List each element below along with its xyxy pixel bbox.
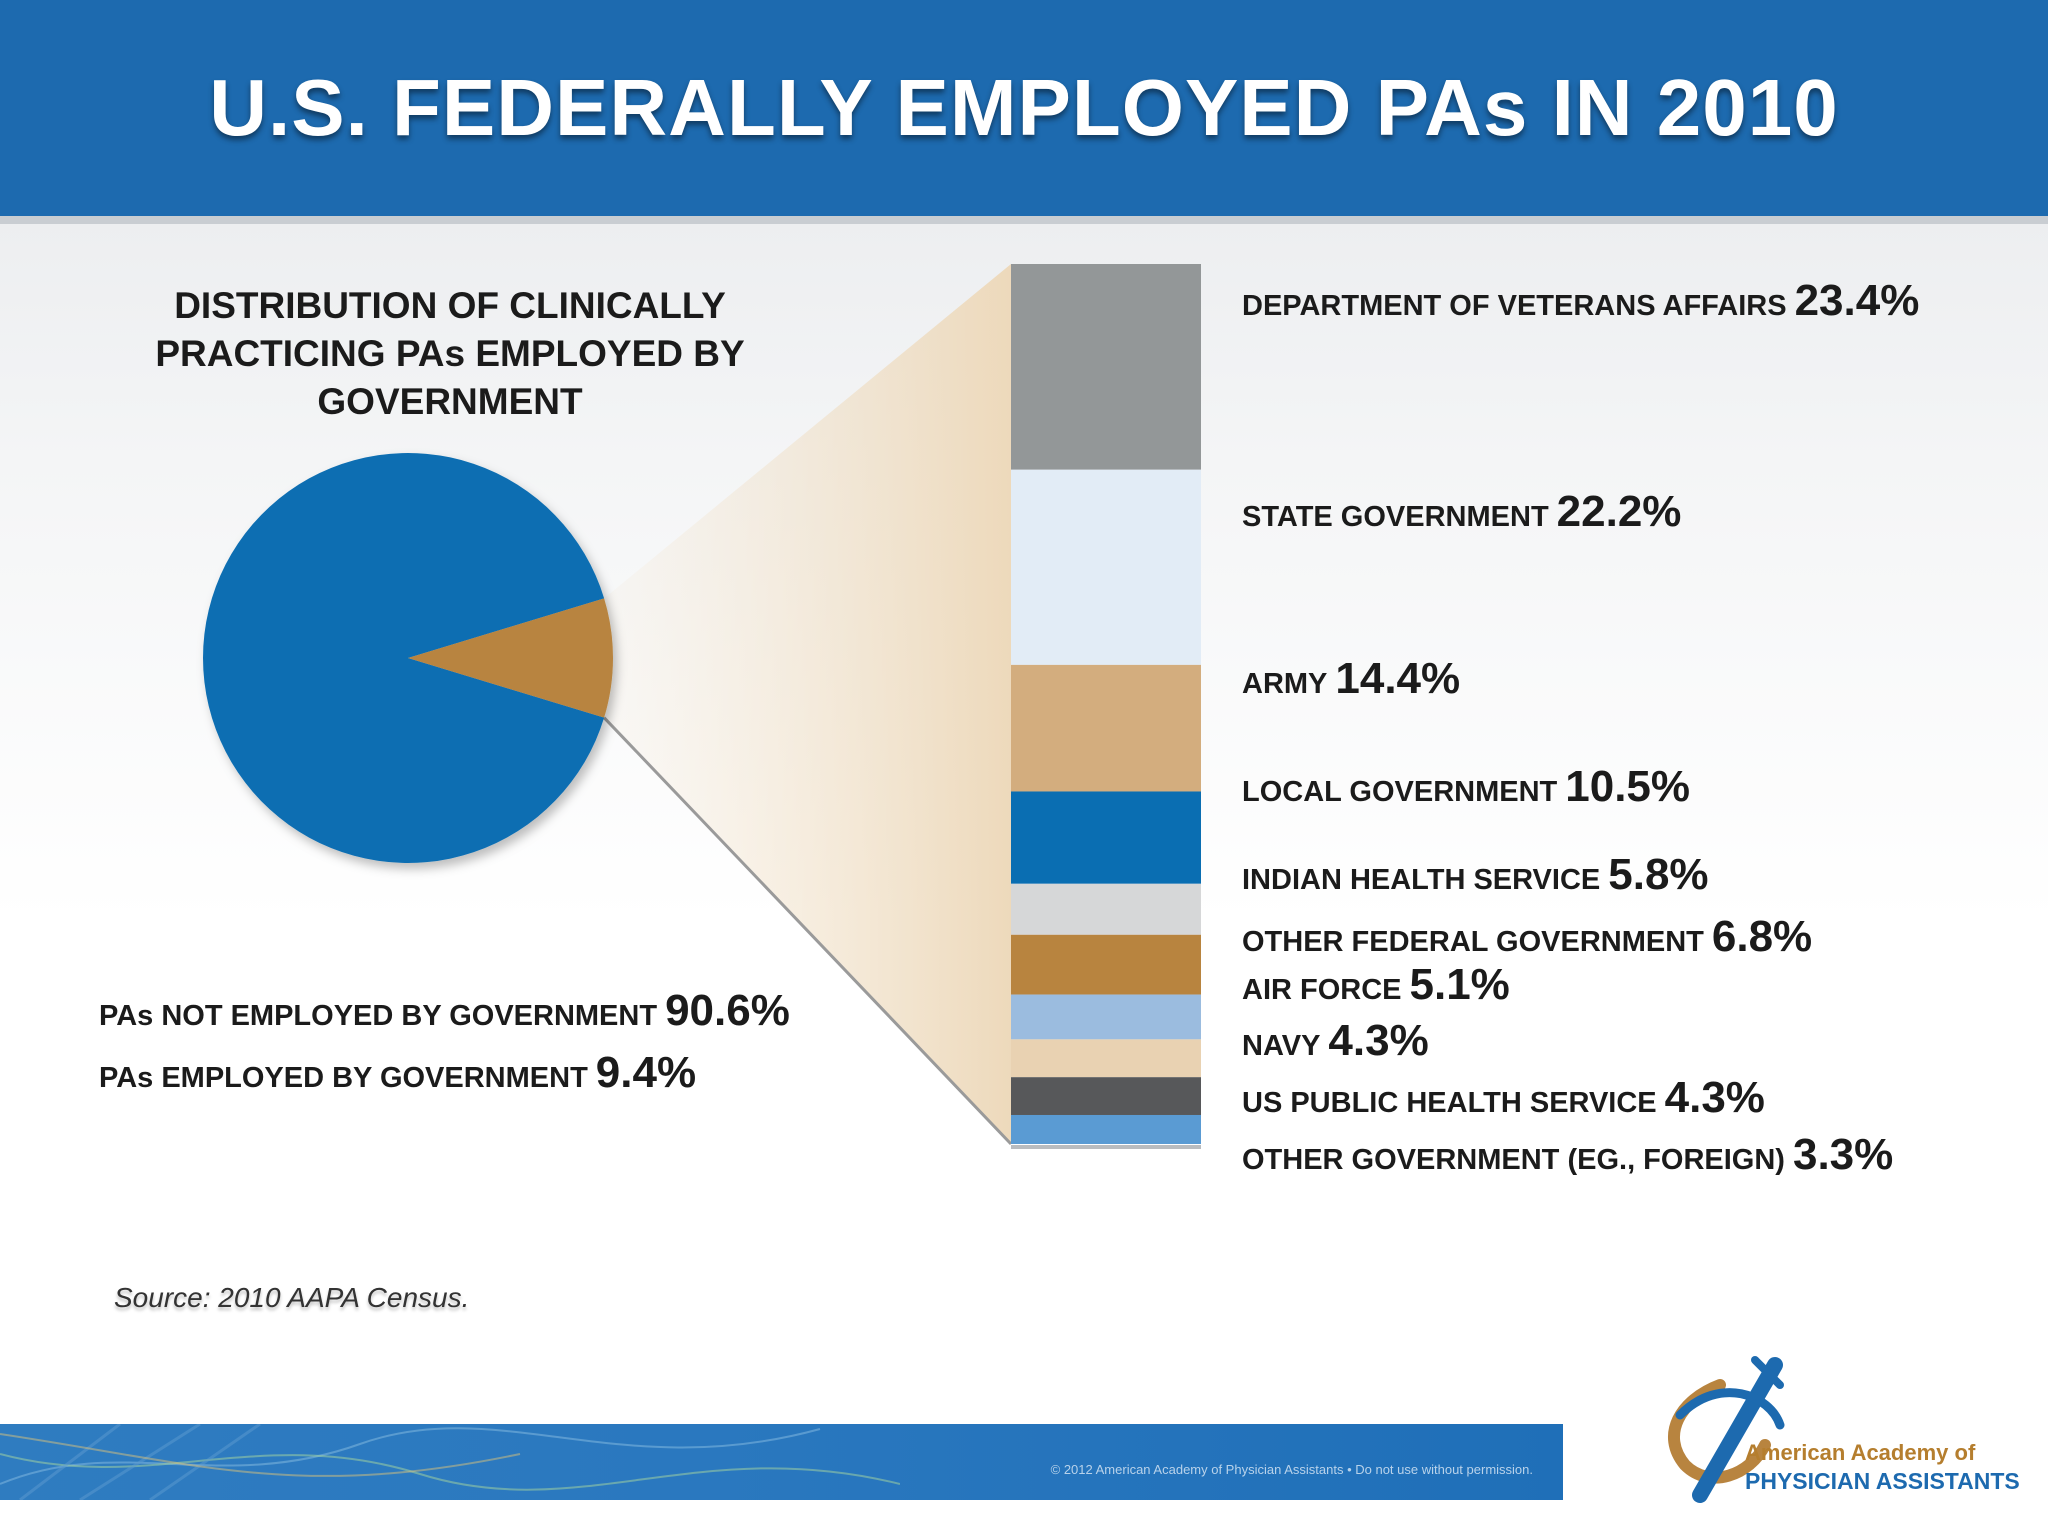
bar-segment-air-force: [1011, 994, 1201, 1040]
bar-segment-state-government: [1011, 469, 1201, 665]
bar-label-army: ARMY 14.4%: [1242, 654, 1460, 704]
bar-label-text: ARMY: [1242, 668, 1328, 700]
pie-legend-employed: PAs EMPLOYED BY GOVERNMENT 9.4%: [99, 1048, 696, 1098]
pie-to-bar-connector: [604, 264, 1011, 1144]
bar-label-value: 22.2%: [1556, 487, 1682, 536]
logo-text-line1: American Academy of: [1745, 1440, 1976, 1465]
bar-label-text: OTHER GOVERNMENT (EG., FOREIGN): [1242, 1144, 1785, 1176]
pie-legend-value: 9.4%: [595, 1048, 697, 1097]
bar-label-indian-health-service: INDIAN HEALTH SERVICE 5.8%: [1242, 850, 1709, 900]
bar-label-text: LOCAL GOVERNMENT: [1242, 776, 1558, 808]
page-title: U.S. FEDERALLY EMPLOYED PAs IN 2010: [209, 63, 1839, 152]
pie-legend-label: PAs EMPLOYED BY GOVERNMENT: [99, 1062, 588, 1094]
bar-segment-indian-health-service: [1011, 883, 1201, 935]
bar-label-value: 6.8%: [1711, 912, 1813, 961]
connector-line: [603, 716, 1013, 1146]
bar-label-text: US PUBLIC HEALTH SERVICE: [1242, 1087, 1657, 1119]
bar-label-text: DEPARTMENT OF VETERANS AFFAIRS: [1242, 290, 1787, 322]
bar-label-us-public-health: US PUBLIC HEALTH SERVICE 4.3%: [1242, 1073, 1765, 1123]
bar-label-text: NAVY: [1242, 1030, 1321, 1062]
bar-segment-department-of-veterans-affairs: [1011, 264, 1201, 470]
bar-label-text: STATE GOVERNMENT: [1242, 501, 1549, 533]
pie-legend-value: 90.6%: [665, 986, 790, 1035]
logo-text-line2: PHYSICIAN ASSISTANTS: [1745, 1468, 2020, 1494]
bar-label-text: AIR FORCE: [1242, 974, 1402, 1006]
bar-segment-other-federal-government: [1011, 934, 1201, 995]
bar-label-value: 4.3%: [1328, 1016, 1429, 1065]
bar-label-value: 23.4%: [1794, 276, 1920, 325]
source-note: Source: 2010 AAPA Census.: [114, 1282, 470, 1313]
pie-legend-not-employed: PAs NOT EMPLOYED BY GOVERNMENT 90.6%: [99, 986, 790, 1036]
aapa-logo-icon: [1668, 1356, 1785, 1503]
bar-segment-other-government-eg-foreign: [1011, 1114, 1201, 1144]
pie-slice-not-employed: [203, 453, 605, 864]
bar-label-value: 14.4%: [1335, 654, 1461, 703]
pie-slice-employed: [408, 598, 614, 718]
bar-label-value: 5.1%: [1409, 960, 1510, 1009]
pie-chart-title: DISTRIBUTION OF CLINICALLY PRACTICING PA…: [155, 285, 745, 422]
bar-segment-navy: [1011, 1039, 1201, 1078]
bar-label-other-federal: OTHER FEDERAL GOVERNMENT 6.8%: [1242, 912, 1812, 962]
bar-label-state-government: STATE GOVERNMENT 22.2%: [1242, 487, 1681, 537]
bar-segment-us-public-health-service: [1011, 1077, 1201, 1115]
bar-segment-local-government: [1011, 791, 1201, 884]
bar-label-value: 4.3%: [1664, 1073, 1765, 1122]
bar-label-value: 5.8%: [1608, 850, 1709, 899]
bar-label-text: INDIAN HEALTH SERVICE: [1242, 864, 1601, 896]
bar-label-other-government: OTHER GOVERNMENT (EG., FOREIGN) 3.3%: [1242, 1130, 1893, 1180]
bar-label-value: 3.3%: [1792, 1130, 1894, 1179]
bar-label-text: OTHER FEDERAL GOVERNMENT: [1242, 926, 1704, 958]
title-bar: U.S. FEDERALLY EMPLOYED PAs IN 2010: [0, 0, 2048, 224]
bar-label-local-government: LOCAL GOVERNMENT 10.5%: [1242, 762, 1690, 812]
bar-label-air-force: AIR FORCE 5.1%: [1242, 960, 1510, 1010]
copyright-notice: © 2012 American Academy of Physician Ass…: [1050, 1462, 1533, 1477]
bar-segment-army: [1011, 664, 1201, 792]
bar-label-navy: NAVY 4.3%: [1242, 1016, 1429, 1066]
footer-decoration: [0, 1424, 900, 1500]
pie-legend-label: PAs NOT EMPLOYED BY GOVERNMENT: [99, 1000, 658, 1032]
bar-label-veterans-affairs: DEPARTMENT OF VETERANS AFFAIRS 23.4%: [1242, 276, 1919, 326]
bar-label-value: 10.5%: [1565, 762, 1691, 811]
footer-band: © 2012 American Academy of Physician Ass…: [0, 1424, 1563, 1500]
